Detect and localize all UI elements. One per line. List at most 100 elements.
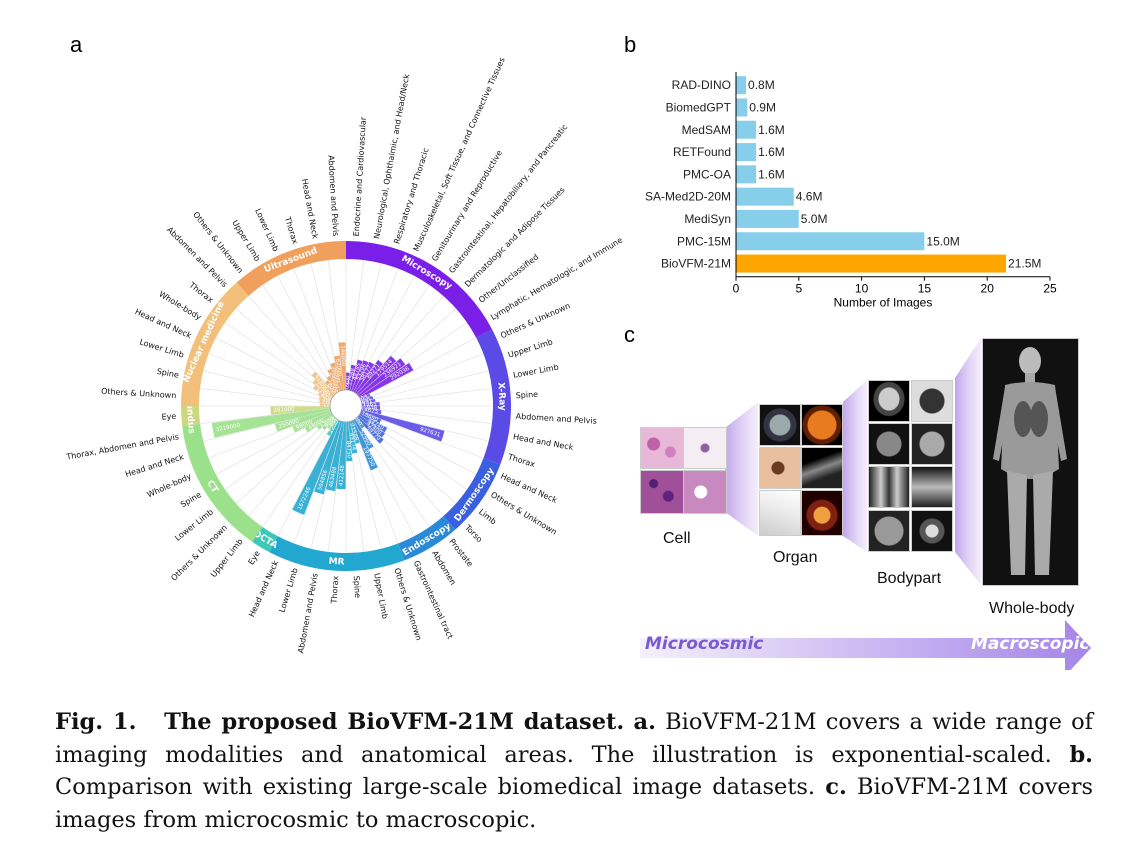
anatomy-label: Lower Limb xyxy=(512,363,559,380)
anatomy-label: Others & Unknown xyxy=(101,387,177,401)
radial-gridline xyxy=(208,353,347,407)
radial-bar xyxy=(361,406,381,410)
radial-gridline xyxy=(224,405,347,490)
arrow-label-microcosmic: Microcosmic xyxy=(645,634,764,654)
radial-gridline xyxy=(203,405,347,442)
data-label: 5.0M xyxy=(801,212,828,226)
radial-gridline xyxy=(277,275,347,407)
category-label: RAD-DINO xyxy=(672,78,731,92)
value-label: 62000 xyxy=(334,358,343,377)
modality-ring-1 xyxy=(476,329,512,465)
radial-bar xyxy=(292,420,341,515)
label-organ: Organ xyxy=(773,549,818,566)
anatomy-label: Thorax, Abdomen and Pelvis xyxy=(65,432,180,462)
value-label: 927631 xyxy=(419,427,441,439)
radial-bar xyxy=(356,355,397,396)
wholebody-image xyxy=(982,338,1079,586)
radial-bar xyxy=(349,420,360,444)
cell-image-3 xyxy=(640,470,684,514)
radial-gridline xyxy=(248,405,347,517)
radial-bar xyxy=(360,409,445,442)
radial-bar xyxy=(311,371,336,396)
radial-gridline xyxy=(310,405,347,549)
radial-bar xyxy=(321,416,336,431)
radial-gridline xyxy=(345,405,399,544)
radial-gridline xyxy=(345,405,365,552)
radial-bar xyxy=(360,396,374,403)
wholebody-silhouette xyxy=(993,347,1067,575)
organ-image-angiography xyxy=(759,490,801,536)
radial-gridline xyxy=(262,405,347,528)
bodypart-image-knee xyxy=(868,510,910,552)
label-cell: Cell xyxy=(663,530,691,547)
radial-bar xyxy=(325,380,337,394)
radial-bar xyxy=(336,421,346,490)
organ-image-fundus xyxy=(801,404,843,446)
bar-medisyn xyxy=(736,209,799,228)
radial-bar xyxy=(304,413,333,433)
figure-caption: Fig. 1. The proposed BioVFM-21M dataset.… xyxy=(55,706,1093,836)
scale-funnel-shapes xyxy=(640,338,1091,670)
x-tick-label: 0 xyxy=(733,282,740,296)
data-label: 0.9M xyxy=(749,100,776,114)
anatomy-label: Spine xyxy=(352,575,362,598)
radial-gridline xyxy=(345,353,484,407)
radial-bar xyxy=(338,342,346,391)
radial-bar xyxy=(360,393,371,401)
bar-retfound xyxy=(736,143,757,162)
radial-bar xyxy=(346,421,353,462)
radial-bar xyxy=(361,402,380,406)
anatomy-label: Lower Limb xyxy=(253,207,280,253)
caption-fig-number: Fig. 1. xyxy=(55,709,137,735)
anatomy-label: Head and Neck xyxy=(512,432,574,452)
value-label: 2600 xyxy=(322,399,337,408)
category-label: RETFound xyxy=(673,145,731,159)
radial-gridline xyxy=(327,405,347,552)
radial-gridline xyxy=(345,405,489,442)
radial-gridline xyxy=(203,370,347,407)
panel-label-a: a xyxy=(70,32,83,57)
radial-bar xyxy=(355,418,365,429)
radial-bar xyxy=(211,408,331,438)
radial-bar xyxy=(359,362,414,399)
radial-gridline xyxy=(215,405,347,475)
caption-c-text: BioVFM-21M covers images from microcosmi… xyxy=(55,774,1094,833)
caption-c-label: c. xyxy=(825,774,847,800)
radial-bar xyxy=(361,408,382,415)
value-label: 5697 xyxy=(358,399,373,408)
radial-bar xyxy=(353,419,374,450)
radial-gridline xyxy=(345,308,457,407)
radial-bar xyxy=(316,415,334,430)
radial-gridline xyxy=(345,405,468,490)
bar-medsam xyxy=(736,120,757,139)
value-label: 11938 xyxy=(359,404,377,411)
modality-ring-8 xyxy=(181,282,249,406)
anatomy-label: Eye xyxy=(161,412,176,422)
radial-gridline xyxy=(215,337,347,407)
anatomy-label: Thorax xyxy=(283,215,300,245)
radial-gridline xyxy=(345,405,382,549)
radial-bar xyxy=(360,411,382,424)
bar-pmc-15m xyxy=(736,232,925,251)
anatomy-label: Whole-body xyxy=(146,472,193,500)
panel-label-c: c xyxy=(624,322,635,347)
bar-biomedgpt xyxy=(736,98,748,117)
radial-gridline xyxy=(200,405,347,425)
modality-ring-7 xyxy=(181,406,201,426)
anatomy-label: Eye xyxy=(247,549,262,566)
radial-bar xyxy=(353,361,375,393)
x-tick-label: 25 xyxy=(1043,282,1057,296)
radial-bar xyxy=(326,375,339,393)
radial-gridline xyxy=(200,387,347,407)
caption-b-label: b. xyxy=(1069,741,1094,768)
radial-bar xyxy=(356,416,384,444)
organ-image-ultrasound xyxy=(801,447,843,489)
radial-gridline xyxy=(345,405,492,425)
anatomy-label: Thorax xyxy=(506,452,536,469)
radial-bar xyxy=(351,360,369,392)
value-label: 14675 xyxy=(360,406,379,415)
radial-gridline xyxy=(277,405,347,537)
anatomy-label: Lower Limb xyxy=(138,337,185,359)
bar-sa-med2d-20m xyxy=(736,187,794,206)
anatomy-label: Abdomen and Pelvis xyxy=(515,412,597,426)
